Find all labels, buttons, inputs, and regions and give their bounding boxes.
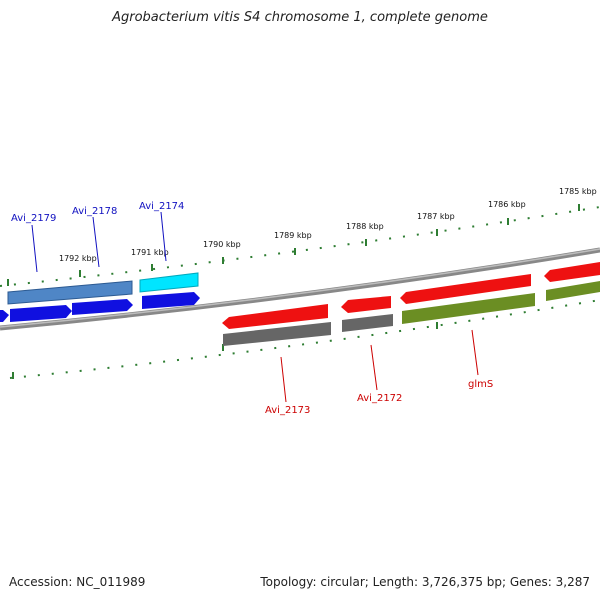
gene-feature[interactable] <box>139 272 199 293</box>
inner-scale-dots <box>9 299 600 379</box>
inner-scale <box>9 299 600 379</box>
connector-line <box>370 344 378 391</box>
reverse-genes <box>222 262 600 346</box>
major-ticks <box>7 204 580 379</box>
chromosome-backbone-highlight <box>0 248 600 328</box>
chromosome-backbone <box>0 247 600 331</box>
connector-line <box>31 224 38 273</box>
connector-line <box>92 216 100 268</box>
gene-feature[interactable] <box>72 299 133 315</box>
gene-feature[interactable] <box>342 314 393 332</box>
gene-label[interactable]: Avi_2172 <box>357 393 402 404</box>
gene-label[interactable]: Avi_2179 <box>11 213 56 224</box>
gene-feature[interactable] <box>402 293 535 324</box>
gene-feature[interactable] <box>142 292 200 309</box>
map-title: Agrobacterium vitis S4 chromosome 1, com… <box>112 10 488 25</box>
gene-feature[interactable] <box>222 304 328 329</box>
gene-label[interactable]: Avi_2174 <box>139 201 184 212</box>
connector-line <box>471 329 479 376</box>
gene-feature[interactable] <box>341 296 391 313</box>
scale-label: 1785 kbp <box>559 187 597 196</box>
gene-feature[interactable] <box>223 322 331 346</box>
gene-label[interactable]: Avi_2178 <box>72 206 117 217</box>
genome-summary: Topology: circular; Length: 3,726,375 bp… <box>260 575 590 589</box>
label-connectors <box>31 211 479 403</box>
outer-scale <box>0 206 600 287</box>
forward-genes <box>0 272 200 322</box>
scale-labels: 1792 kbp 1791 kbp 1790 kbp 1789 kbp 1788… <box>59 187 597 263</box>
connector-line <box>280 356 287 403</box>
gene-feature[interactable] <box>0 310 9 322</box>
accession-label: Accession: NC_011989 <box>9 575 146 589</box>
outer-scale-dots <box>0 206 600 287</box>
scale-label: 1786 kbp <box>488 200 526 209</box>
scale-label: 1791 kbp <box>131 248 169 257</box>
gene-label[interactable]: Avi_2173 <box>265 405 310 416</box>
connector-line <box>160 211 167 262</box>
gene-label[interactable]: glmS <box>468 379 493 390</box>
gene-feature[interactable] <box>546 281 600 301</box>
gene-feature[interactable] <box>7 280 133 305</box>
gene-feature[interactable] <box>544 262 600 282</box>
gene-labels: Avi_2179 Avi_2178 Avi_2174 Avi_2173 Avi_… <box>11 201 493 416</box>
gene-feature[interactable] <box>400 274 531 304</box>
gene-feature[interactable] <box>10 305 72 322</box>
scale-label: 1788 kbp <box>346 222 384 231</box>
scale-label: 1787 kbp <box>417 212 455 221</box>
scale-label: 1790 kbp <box>203 240 241 249</box>
scale-label: 1789 kbp <box>274 231 312 240</box>
scale-label: 1792 kbp <box>59 254 97 263</box>
